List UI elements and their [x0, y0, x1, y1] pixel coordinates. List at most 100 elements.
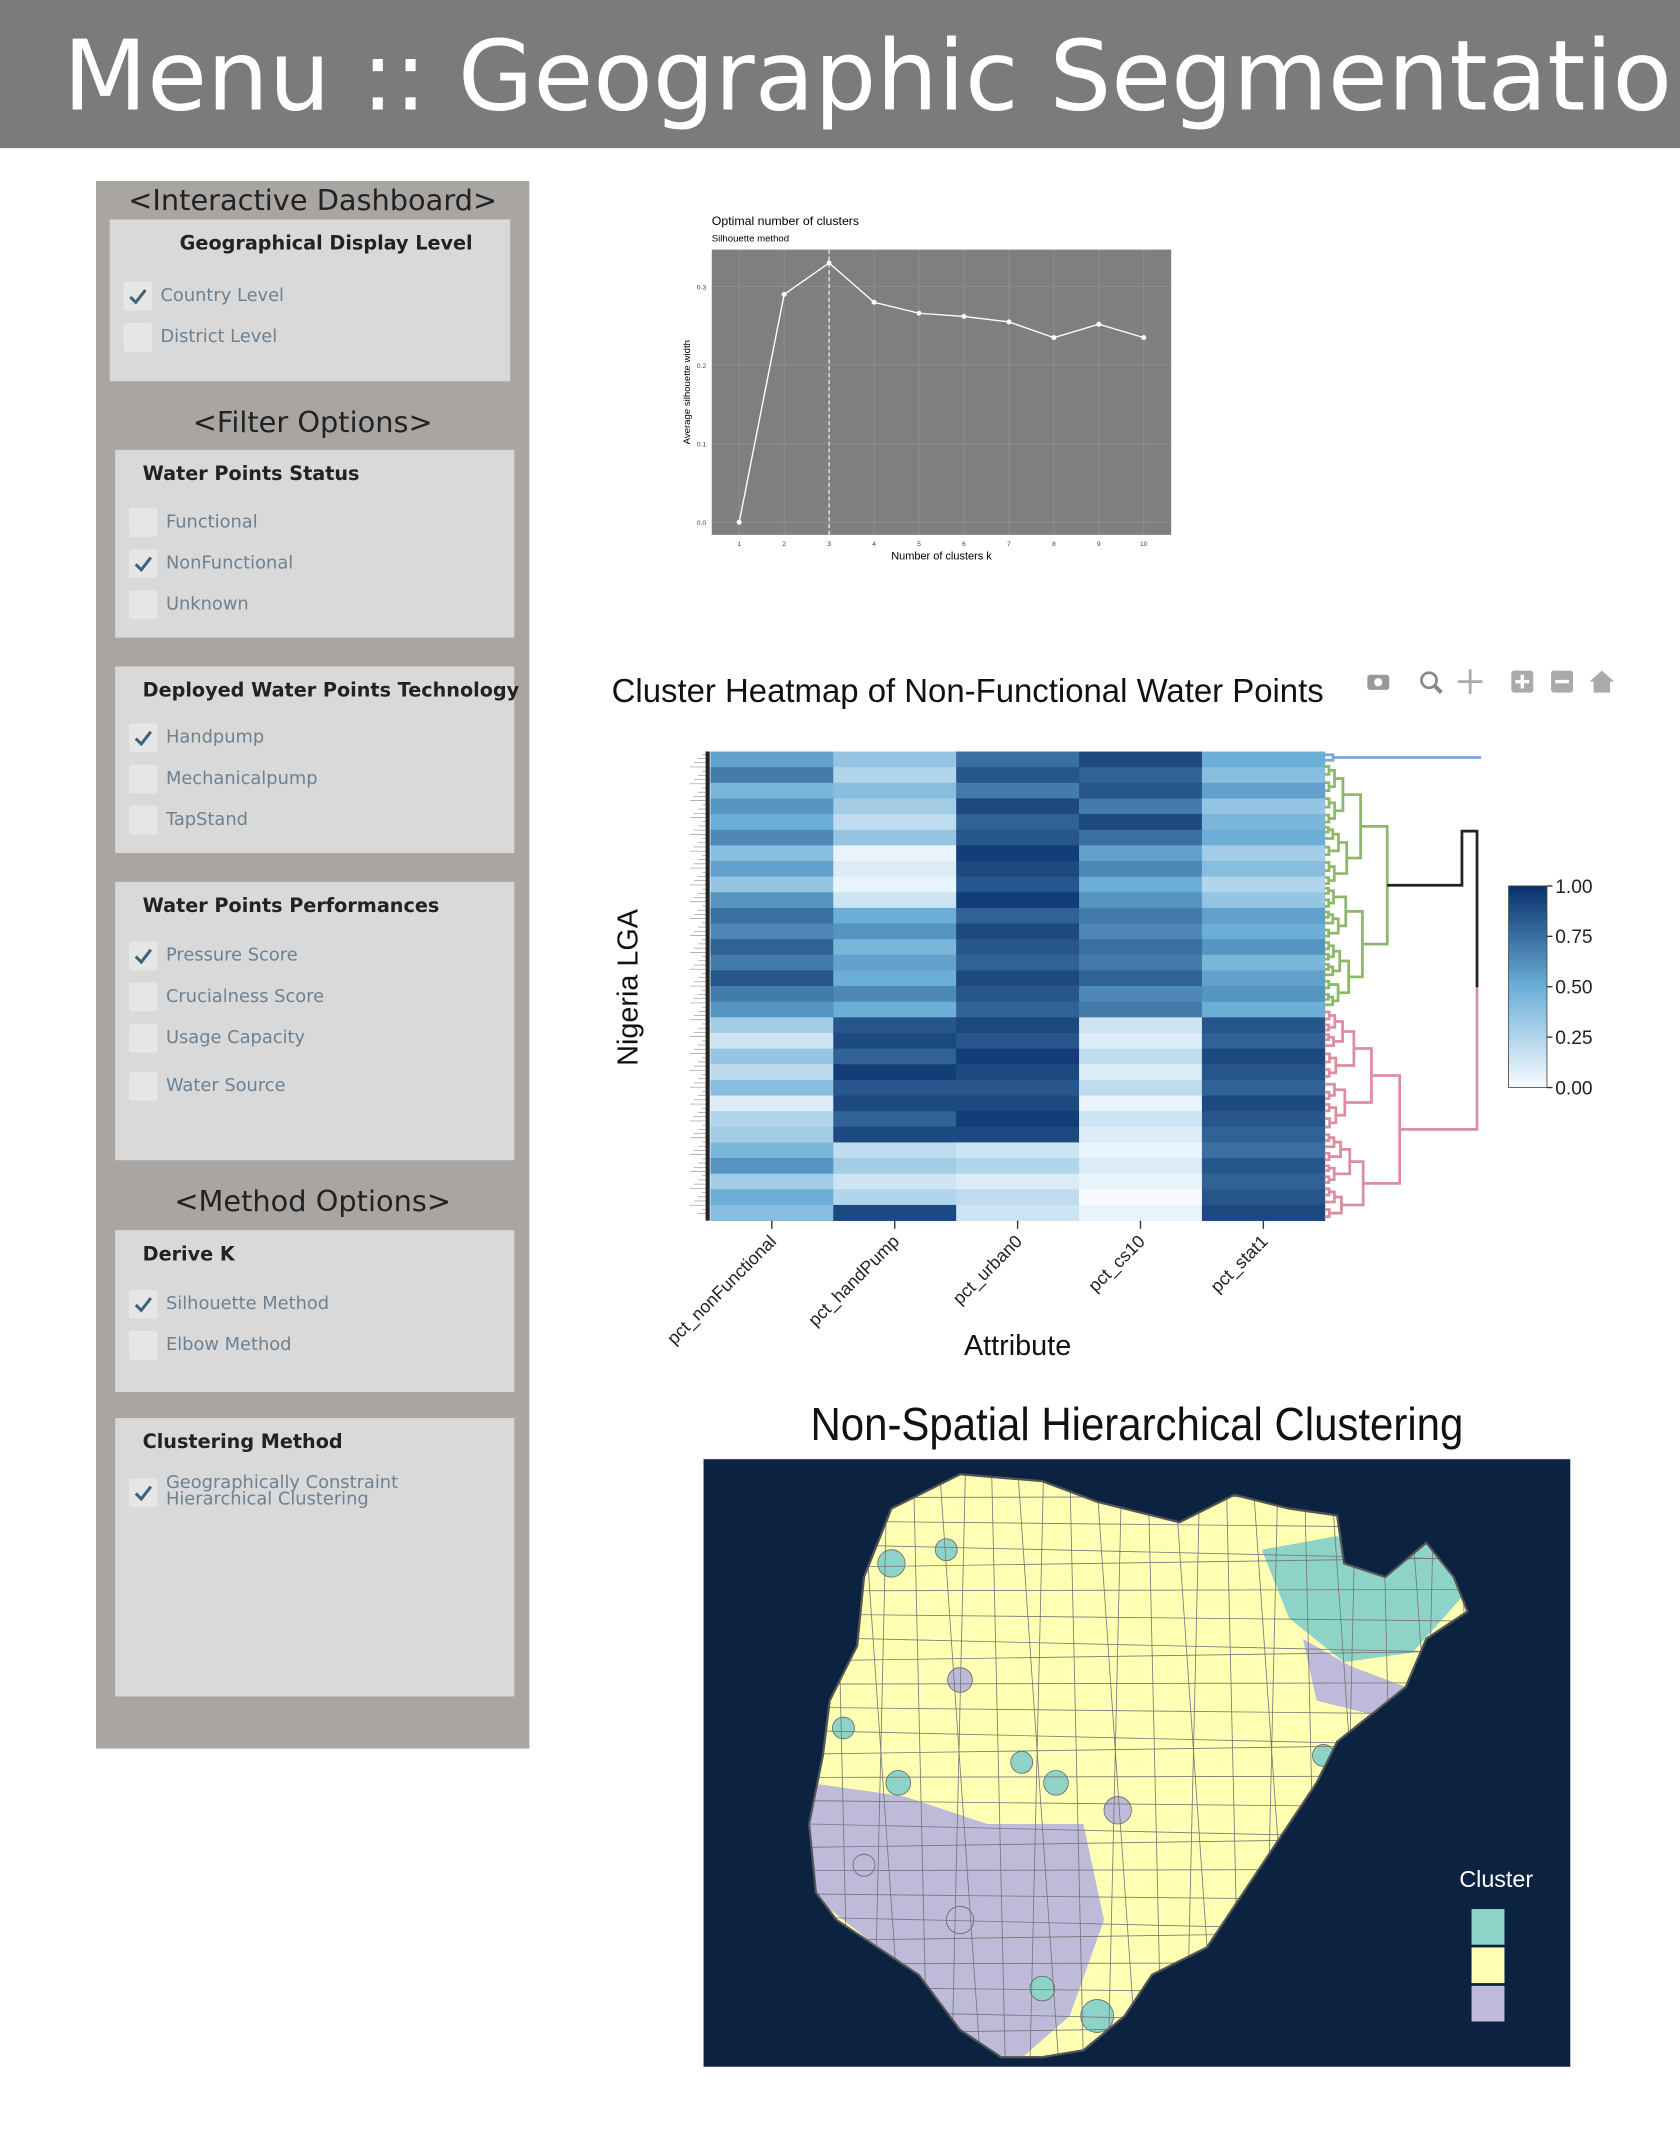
heatmap-cell [956, 860, 1080, 878]
checkbox-option[interactable]: Silhouette Method [128, 1289, 399, 1319]
colorbar-tick-label: 1.00 [1555, 877, 1592, 898]
heatmap-cell [956, 814, 1080, 831]
checkbox-option[interactable]: Mechanicalpump [128, 764, 399, 794]
checkbox-option[interactable]: Functional [128, 508, 399, 537]
checkbox[interactable] [128, 1477, 158, 1507]
checkbox-option[interactable]: District Level [123, 322, 393, 352]
checkbox[interactable] [128, 1023, 158, 1053]
heatmap-cell [956, 892, 1080, 909]
checkbox-option[interactable]: Water Source [128, 1071, 399, 1101]
boundary [809, 1707, 1468, 1715]
heatmap-cell [710, 923, 834, 940]
heatmap-cell [833, 923, 957, 940]
heatmap-cell [710, 845, 834, 862]
heatmap-cell [710, 1064, 834, 1081]
heatmap-cell [1201, 1079, 1326, 1096]
checkbox-option[interactable]: Elbow Method [128, 1330, 399, 1360]
heatmap-cell [710, 892, 834, 909]
heatmap-cell [833, 814, 957, 831]
dendrogram-branch [1333, 895, 1348, 928]
option-label: Pressure Score [165, 944, 298, 966]
boundary [939, 1474, 981, 2058]
heatmap-cell [1079, 954, 1203, 971]
toolbar-button[interactable] [1511, 670, 1534, 693]
heatmap-cell [956, 798, 1080, 815]
toolbar-button[interactable] [1589, 670, 1615, 693]
heatmap-cell [956, 907, 1080, 924]
heatmap-cell [833, 1204, 957, 1221]
heatmap-cell [1079, 939, 1203, 956]
heatmap-cell [1079, 1001, 1203, 1018]
page-title: Menu :: Geographic Segmentation [63, 19, 1680, 134]
x-tick-label: 7 [1007, 541, 1011, 548]
checkbox[interactable] [128, 549, 158, 579]
checkbox-option[interactable]: Usage Capacity [128, 1023, 399, 1053]
x-tick-label: pct_nonFunctional [663, 1231, 781, 1349]
checkbox[interactable] [128, 1289, 158, 1319]
checkbox[interactable] [128, 982, 158, 1012]
heatmap-cell [1201, 1064, 1326, 1081]
checkbox-option[interactable]: TapStand [128, 805, 399, 835]
checkbox-option[interactable]: Country Level [123, 281, 393, 311]
checkbox-option[interactable]: Unknown [128, 590, 399, 620]
checkbox[interactable] [128, 1330, 158, 1360]
heatmap-cell [1079, 1032, 1203, 1050]
dendrogram-branch [1328, 944, 1335, 959]
colorbar [1508, 885, 1548, 1088]
heatmap-cell [833, 798, 957, 815]
section-heading: <Method Options> [174, 1184, 451, 1218]
heatmap-cell [1201, 986, 1326, 1003]
checkbox[interactable] [128, 805, 158, 835]
heatmap-cell [710, 1158, 834, 1175]
point [1006, 319, 1012, 325]
heatmap-cell [956, 986, 1080, 1003]
dendrogram-branch [1324, 952, 1330, 961]
heatmap-cell [833, 1189, 957, 1206]
heatmap-cell [1201, 923, 1326, 940]
checkbox-option[interactable]: Crucialness Score [128, 982, 399, 1012]
boundary [809, 1613, 1468, 1622]
checkbox[interactable] [128, 941, 158, 971]
checkbox[interactable] [128, 1071, 158, 1101]
dendrogram-branch [1324, 1052, 1331, 1064]
checkbox[interactable] [123, 322, 153, 352]
y-axis-label: Nigeria LGA [613, 908, 645, 1066]
toolbar-button[interactable] [1457, 669, 1483, 694]
checkbox[interactable] [128, 508, 158, 537]
heatmap-cell [833, 1095, 957, 1112]
toolbar-button[interactable] [1420, 671, 1443, 695]
heatmap-cell [1201, 1158, 1326, 1175]
heatmap-cell [833, 1142, 957, 1159]
checkbox[interactable] [128, 723, 158, 753]
option-group: Derive K Silhouette Method Elbow Method [115, 1230, 515, 1393]
dendrogram-branch [1324, 910, 1330, 919]
checkbox-option[interactable]: Handpump [128, 723, 399, 753]
heatmap-cell [1079, 1064, 1203, 1081]
toolbar-button[interactable] [1367, 674, 1390, 690]
heatmap-cell [1201, 1017, 1326, 1034]
heatmap-cell [1079, 1111, 1203, 1128]
y-tick-label: 0.3 [697, 284, 707, 291]
dendrogram-branch [1324, 765, 1331, 776]
heatmap-cell [1201, 845, 1326, 862]
checkbox[interactable] [128, 590, 158, 620]
option-label: Functional [165, 511, 258, 533]
group-title: Clustering Method [142, 1431, 343, 1454]
boundary [991, 1474, 1006, 2058]
option-label: District Level [160, 326, 278, 347]
heatmap-cell [1201, 1204, 1326, 1221]
checkbox[interactable] [128, 764, 158, 794]
toolbar-button[interactable] [1551, 670, 1574, 693]
colorbar-tick-label: 0.75 [1555, 927, 1592, 948]
heatmap-cell [1201, 1142, 1326, 1159]
checkbox-option[interactable]: NonFunctional [128, 549, 399, 579]
checkbox[interactable] [123, 281, 153, 311]
checkbox-option[interactable]: Pressure Score [128, 941, 399, 971]
heatmap-cell [1201, 1095, 1326, 1112]
dendrogram-branch [1324, 1175, 1331, 1184]
checkbox-option[interactable]: Geographically Constraint Hierarchical C… [128, 1474, 399, 1509]
heatmap-cell [1079, 782, 1203, 799]
option-label: Crucialness Score [165, 986, 325, 1007]
boundary [809, 1682, 1468, 1685]
